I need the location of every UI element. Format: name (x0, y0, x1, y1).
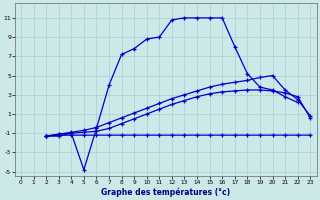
X-axis label: Graphe des températures (°c): Graphe des températures (°c) (101, 187, 230, 197)
